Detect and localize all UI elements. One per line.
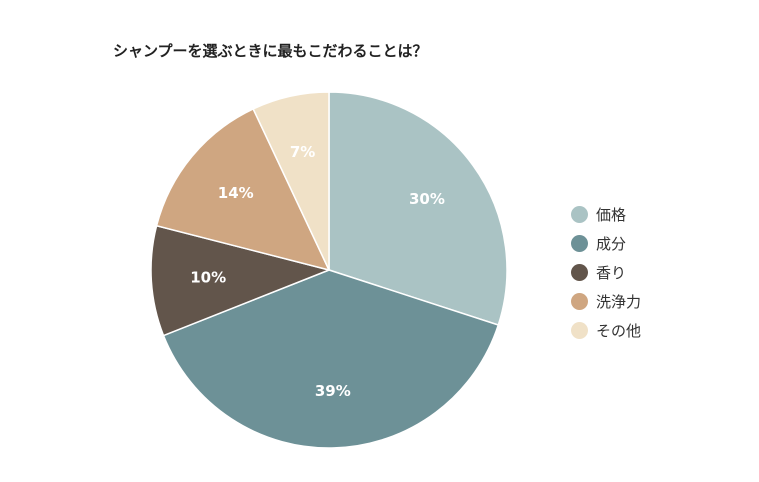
- legend-item: 価格: [571, 200, 641, 229]
- legend-swatch: [571, 322, 588, 339]
- legend-label: 価格: [596, 206, 627, 224]
- legend-item: 洗浄力: [571, 287, 641, 316]
- legend-swatch: [571, 264, 588, 281]
- pie-slice-4: [155, 107, 331, 272]
- legend-label: その他: [596, 322, 642, 340]
- slice-value-label: 30%: [409, 190, 445, 208]
- pie-slice-1: [328, 91, 508, 326]
- slice-value-label: 10%: [190, 269, 226, 287]
- chart-legend: 価格成分香り洗浄力その他: [571, 200, 641, 345]
- legend-label: 香り: [596, 264, 627, 282]
- slice-value-label: 14%: [218, 184, 254, 202]
- slice-value-label: 39%: [315, 382, 351, 400]
- legend-label: 洗浄力: [596, 293, 642, 311]
- chart-title: シャンプーを選ぶときに最もこだわることは？: [113, 42, 428, 60]
- legend-item: 香り: [571, 258, 641, 287]
- legend-swatch: [571, 206, 588, 223]
- pie-slice-5: [252, 91, 330, 271]
- pie-slice-3: [150, 224, 332, 337]
- legend-item: その他: [571, 316, 641, 345]
- legend-swatch: [571, 293, 588, 310]
- legend-swatch: [571, 235, 588, 252]
- legend-item: 成分: [571, 229, 641, 258]
- legend-label: 成分: [596, 235, 627, 253]
- slice-value-label: 7%: [290, 143, 315, 161]
- pie-slice-2: [162, 269, 500, 449]
